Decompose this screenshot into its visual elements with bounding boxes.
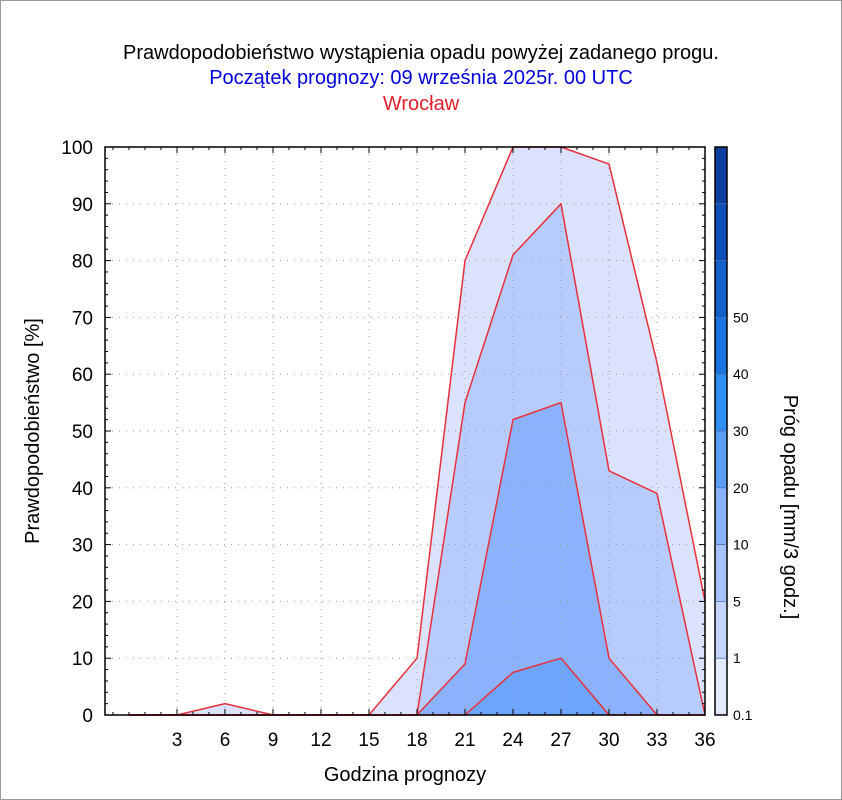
y-tick-label: 60 bbox=[72, 365, 93, 386]
colorbar-segment bbox=[715, 147, 727, 204]
x-tick-label: 3 bbox=[172, 730, 183, 751]
colorbar-segment bbox=[715, 260, 727, 318]
colorbar-tick-label: 20 bbox=[733, 480, 749, 496]
colorbar-tick-label: 10 bbox=[733, 537, 749, 553]
colorbar-label: Próg opadu [mm/3 godz.] bbox=[779, 395, 801, 620]
x-tick-label: 27 bbox=[550, 730, 571, 751]
x-axis-label: Godzina prognozy bbox=[324, 764, 486, 786]
y-tick-label: 50 bbox=[72, 422, 93, 443]
x-tick-label: 12 bbox=[310, 730, 331, 751]
y-tick-label: 0 bbox=[82, 706, 93, 727]
y-tick-label: 70 bbox=[72, 308, 93, 329]
colorbar-segment bbox=[715, 431, 727, 488]
y-tick-label: 40 bbox=[72, 479, 93, 500]
y-tick-label: 20 bbox=[72, 592, 93, 613]
location-label: Wrocław bbox=[382, 93, 460, 115]
colorbar-segment bbox=[715, 544, 727, 602]
area-threshold-2 bbox=[129, 402, 705, 715]
colorbar-tick-label: 50 bbox=[733, 309, 749, 325]
colorbar-segment bbox=[715, 601, 727, 659]
colorbar-tick-label: 30 bbox=[733, 423, 749, 439]
x-tick-label: 33 bbox=[646, 730, 667, 751]
x-tick-label: 9 bbox=[268, 730, 279, 751]
y-tick-label: 90 bbox=[72, 195, 93, 216]
colorbar-tick-label: 0.1 bbox=[733, 707, 753, 723]
colorbar-segment bbox=[715, 317, 727, 375]
colorbar-tick-label: 1 bbox=[733, 650, 741, 666]
y-tick-label: 30 bbox=[72, 536, 93, 557]
colorbar-segment bbox=[715, 374, 727, 431]
chart-title: Prawdopodobieństwo wystąpienia opadu pow… bbox=[123, 42, 719, 64]
y-axis-label: Prawdopodobieństwo [%] bbox=[22, 318, 44, 544]
colorbar-segment bbox=[715, 203, 727, 261]
x-tick-label: 21 bbox=[454, 730, 475, 751]
colorbar-tick-label: 40 bbox=[733, 366, 749, 382]
colorbar-segment bbox=[715, 487, 727, 545]
x-tick-label: 30 bbox=[598, 730, 619, 751]
colorbar-tick-label: 5 bbox=[733, 593, 741, 609]
x-tick-label: 36 bbox=[694, 730, 715, 751]
y-tick-label: 10 bbox=[72, 649, 93, 670]
series-line-0.1 bbox=[129, 146, 706, 716]
y-tick-label: 100 bbox=[61, 138, 93, 159]
x-tick-label: 24 bbox=[502, 730, 524, 751]
x-tick-label: 15 bbox=[358, 730, 379, 751]
forecast-start-subtitle: Początek prognozy: 09 września 2025r. 00… bbox=[209, 67, 633, 89]
x-tick-label: 18 bbox=[406, 730, 427, 751]
x-tick-label: 6 bbox=[220, 730, 231, 751]
y-tick-label: 80 bbox=[72, 252, 93, 273]
colorbar-segment bbox=[715, 658, 727, 715]
